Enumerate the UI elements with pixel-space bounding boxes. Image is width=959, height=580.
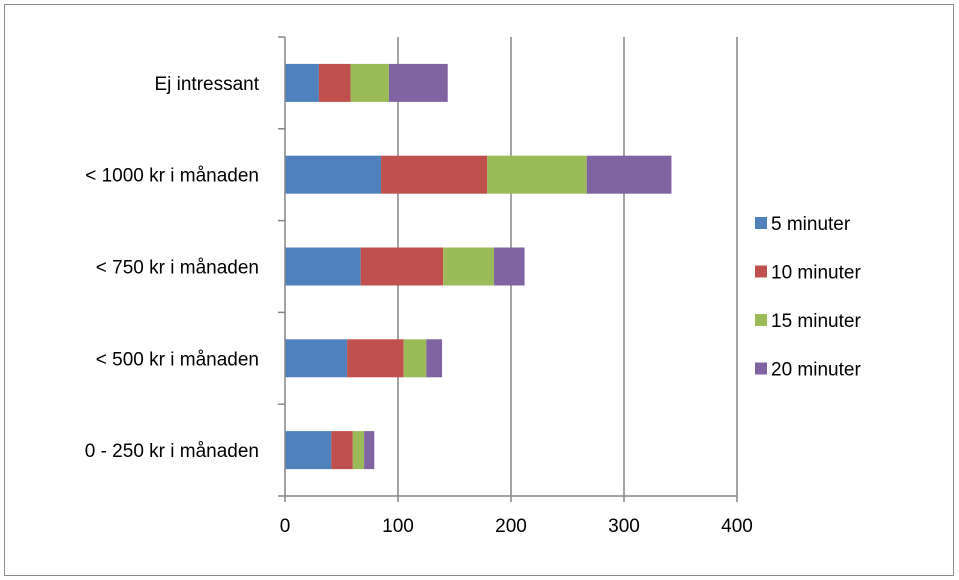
bar-segment: [388, 63, 448, 102]
bar-segment: [350, 63, 389, 102]
legend-label: 20 minuter: [771, 360, 861, 381]
bar-segment: [318, 63, 351, 102]
bar-segment: [347, 339, 404, 378]
x-tick-label: 0: [280, 516, 291, 537]
legend-swatch: [755, 314, 767, 326]
x-tick-labels: 0 100 200 300 400: [280, 516, 753, 537]
bar-segment: [381, 155, 488, 194]
bar-segment: [352, 431, 365, 470]
chart-frame: [4, 4, 954, 576]
bar-segment: [364, 431, 375, 470]
legend: 5 minuter 10 minuter 15 minuter 20 minuter: [755, 214, 861, 381]
x-tick-label: 100: [382, 516, 414, 537]
bars: [285, 63, 672, 470]
legend-label: 15 minuter: [771, 311, 861, 332]
legend-label: 10 minuter: [771, 263, 861, 284]
category-labels: 0 - 250 kr i månaden < 500 kr i månaden < …: [85, 74, 260, 462]
bar-segment: [285, 247, 361, 286]
bar-segment: [285, 155, 382, 194]
category-label: Ej intressant: [154, 74, 259, 95]
category-label: 0 - 250 kr i månaden: [85, 441, 259, 462]
bar-segment: [443, 247, 495, 286]
bar-segment: [360, 247, 444, 286]
bar-segment: [331, 431, 353, 470]
x-tick-label: 300: [608, 516, 640, 537]
bar-segment: [494, 247, 525, 286]
category-label: < 750 kr i månaden: [96, 258, 259, 279]
legend-swatch: [755, 265, 767, 278]
legend-label: 5 minuter: [771, 214, 851, 235]
x-tick-label: 200: [495, 516, 527, 537]
legend-swatch: [755, 362, 767, 375]
bar-segment: [285, 339, 348, 378]
category-label: < 1000 kr i månaden: [85, 166, 259, 187]
bar-segment: [487, 155, 587, 194]
bar-segment: [586, 155, 672, 194]
bar-segment: [403, 339, 427, 378]
bar-segment: [426, 339, 443, 378]
bar-segment: [285, 63, 319, 102]
axes: [278, 36, 738, 502]
x-tick-label: 400: [721, 516, 753, 537]
legend-swatch: [755, 217, 767, 229]
bar-segment: [285, 431, 332, 470]
category-label: < 500 kr i månaden: [96, 349, 259, 370]
